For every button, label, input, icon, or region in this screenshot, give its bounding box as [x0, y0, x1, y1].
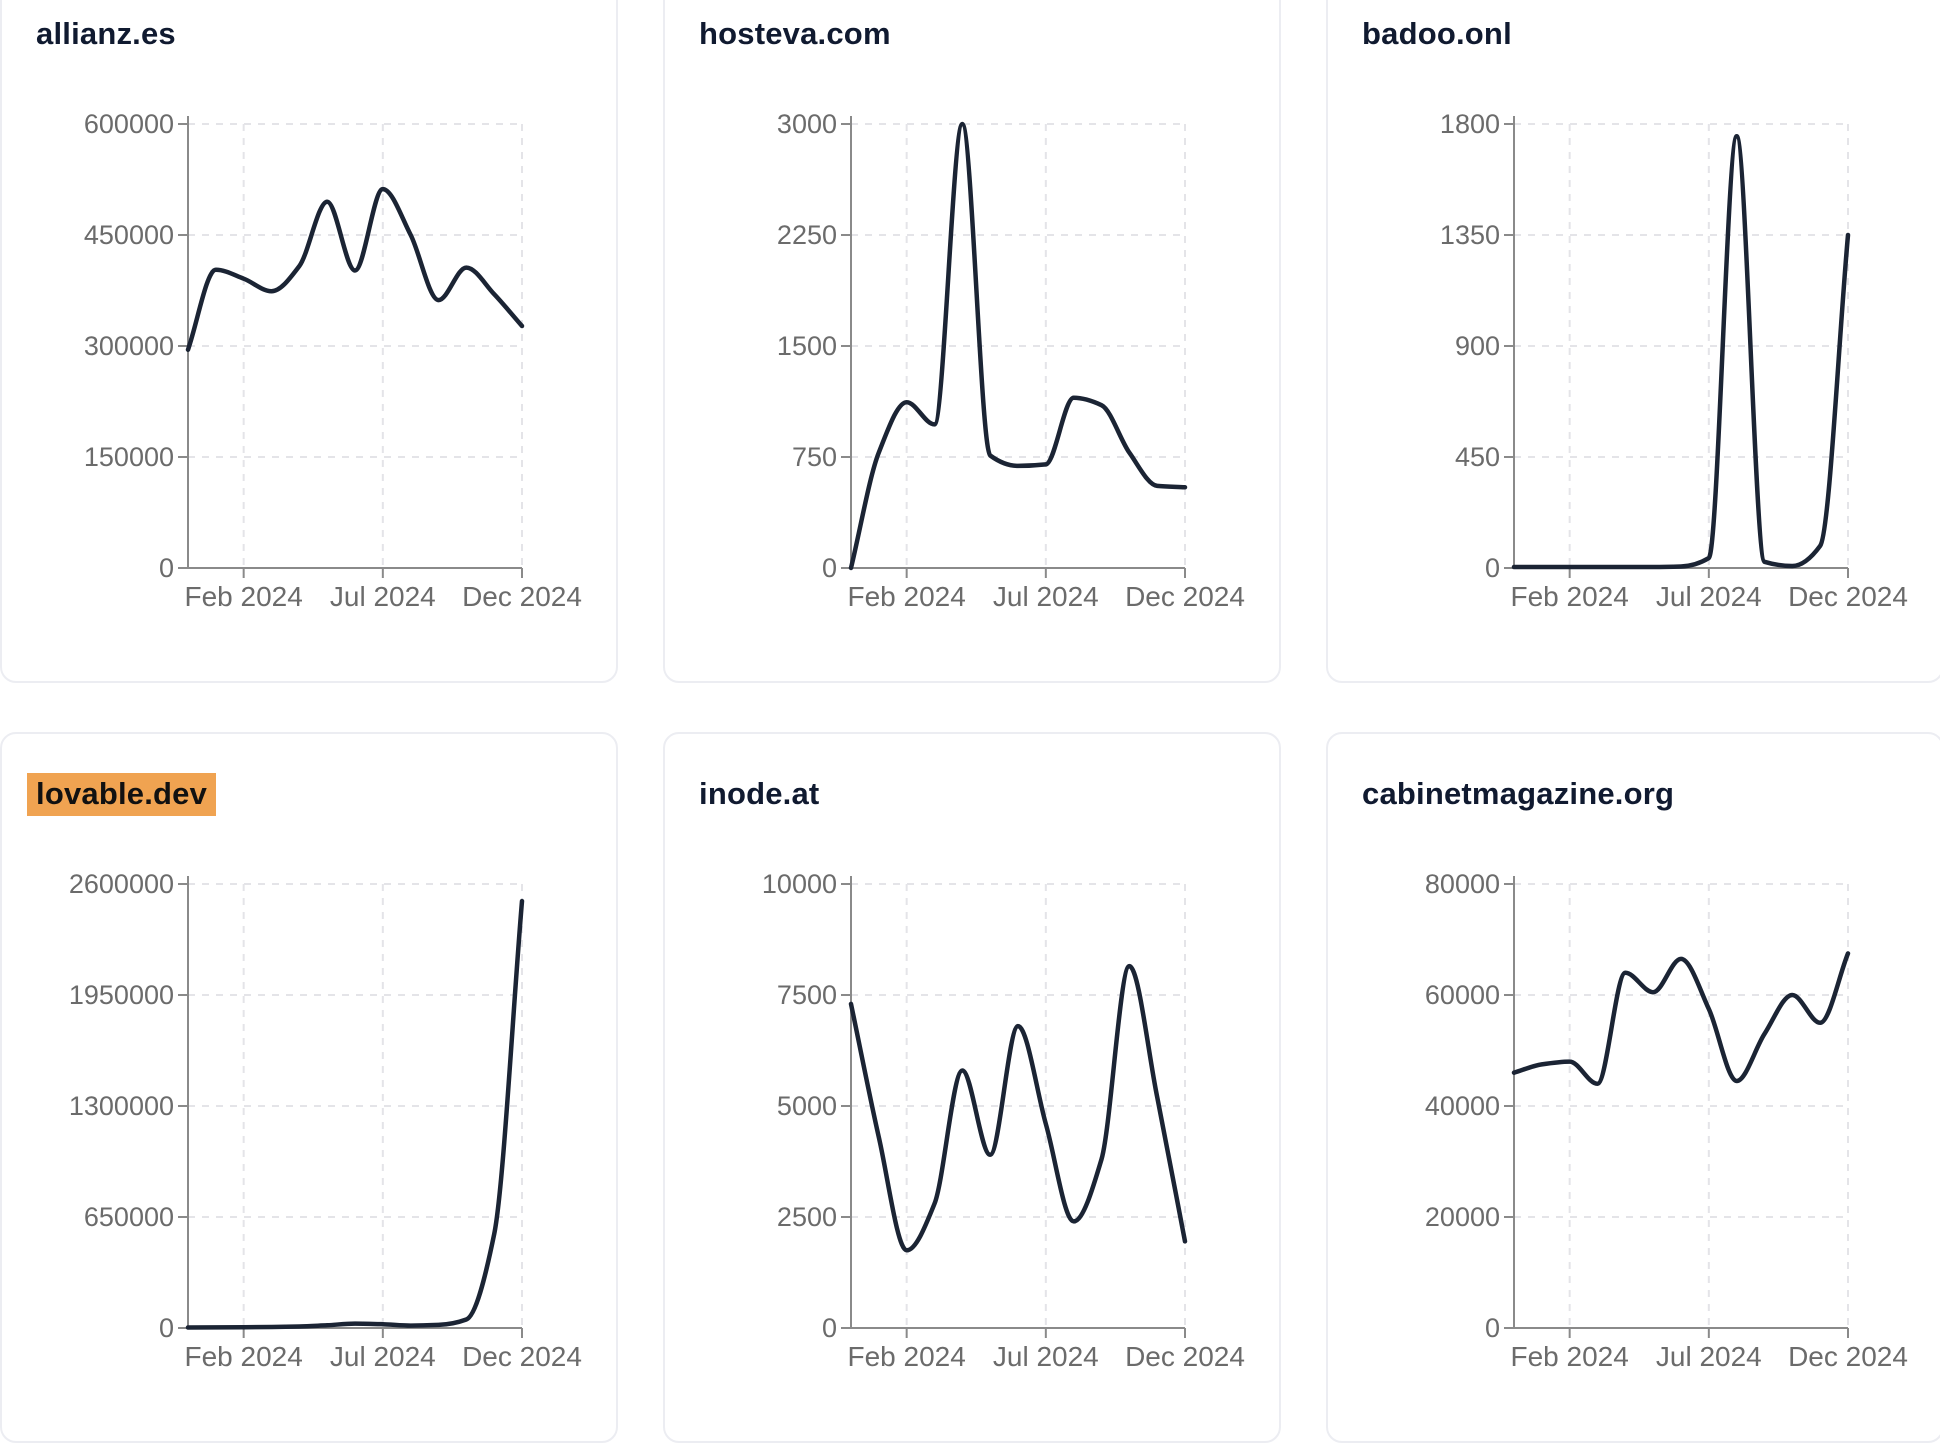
x-tick-label: Feb 2024 [1511, 1341, 1629, 1372]
chart-card[interactable]: badoo.onl 1800 1350 900 450 0 Feb 2024 Jul 202… [1326, 0, 1940, 683]
x-tick-label: Feb 2024 [1511, 581, 1629, 612]
y-tick-label: 1350 [1440, 220, 1500, 250]
trend-line [1511, 134, 1851, 570]
y-tick-label: 450000 [84, 220, 174, 250]
y-axis: 10000 7500 5000 2500 0 [762, 869, 852, 1343]
gridlines [851, 883, 1186, 1328]
line-chart: 1800 1350 900 450 0 Feb 2024 Jul 2024 Dec 2024 [1440, 109, 1908, 612]
y-tick-label: 10000 [762, 869, 837, 899]
y-tick-label: 600000 [84, 109, 174, 139]
chart-title: hosteva.com [699, 16, 891, 51]
y-tick-label: 0 [1485, 1313, 1500, 1343]
y-tick-label: 0 [1485, 553, 1500, 583]
y-tick-label: 750 [792, 442, 837, 472]
trend-line [185, 186, 525, 352]
y-axis: 1800 1350 900 450 0 [1440, 109, 1515, 583]
trend-line [185, 898, 525, 1330]
chart-card[interactable]: hosteva.com 3000 2250 1500 750 0 Feb 2024 Jul … [663, 0, 1281, 683]
y-tick-label: 0 [822, 1313, 837, 1343]
y-tick-label: 650000 [84, 1202, 174, 1232]
y-tick-label: 2500 [777, 1202, 837, 1232]
chart-title: badoo.onl [1362, 16, 1512, 51]
x-axis: Feb 2024 Jul 2024 Dec 2024 [1511, 567, 1908, 612]
x-tick-label: Dec 2024 [462, 581, 582, 612]
y-tick-label: 0 [822, 553, 837, 583]
y-tick-label: 1300000 [69, 1091, 174, 1121]
x-tick-label: Jul 2024 [1656, 1341, 1762, 1372]
chart-title: cabinetmagazine.org [1362, 776, 1675, 811]
gridlines [851, 123, 1186, 568]
y-tick-label: 80000 [1425, 869, 1500, 899]
y-tick-label: 300000 [84, 331, 174, 361]
y-tick-label: 20000 [1425, 1202, 1500, 1232]
x-axis: Feb 2024 Jul 2024 Dec 2024 [1511, 1327, 1908, 1372]
y-tick-label: 7500 [777, 980, 837, 1010]
y-tick-label: 1950000 [69, 980, 174, 1010]
y-tick-label: 0 [159, 1313, 174, 1343]
y-tick-label: 2600000 [69, 869, 174, 899]
x-tick-label: Feb 2024 [185, 581, 303, 612]
x-axis: Feb 2024 Jul 2024 Dec 2024 [185, 567, 582, 612]
x-tick-label: Feb 2024 [185, 1341, 303, 1372]
x-tick-label: Dec 2024 [1788, 581, 1908, 612]
gridlines [188, 123, 523, 568]
chart-title: lovable.dev [27, 773, 217, 816]
x-tick-label: Dec 2024 [462, 1341, 582, 1372]
y-tick-label: 40000 [1425, 1091, 1500, 1121]
x-tick-label: Jul 2024 [330, 581, 436, 612]
line-chart: 2600000 1950000 1300000 650000 0 Feb 2024 Jul … [69, 869, 582, 1372]
y-axis: 2600000 1950000 1300000 650000 0 [69, 869, 189, 1343]
gridlines [1514, 123, 1849, 568]
gridlines [188, 883, 523, 1328]
x-tick-label: Dec 2024 [1788, 1341, 1908, 1372]
y-tick-label: 2250 [777, 220, 837, 250]
x-tick-label: Jul 2024 [993, 1341, 1099, 1372]
trend-line [1511, 951, 1851, 1087]
y-tick-label: 1800 [1440, 109, 1500, 139]
x-axis: Feb 2024 Jul 2024 Dec 2024 [848, 1327, 1245, 1372]
trend-line [848, 963, 1188, 1253]
y-tick-label: 60000 [1425, 980, 1500, 1010]
chart-title: inode.at [699, 776, 820, 811]
chart-title: allianz.es [36, 16, 176, 51]
x-tick-label: Dec 2024 [1125, 581, 1245, 612]
y-axis: 3000 2250 1500 750 0 [777, 109, 852, 583]
y-tick-label: 3000 [777, 109, 837, 139]
y-tick-label: 150000 [84, 442, 174, 472]
x-axis: Feb 2024 Jul 2024 Dec 2024 [848, 567, 1245, 612]
y-tick-label: 0 [159, 553, 174, 583]
y-tick-label: 1500 [777, 331, 837, 361]
gridlines [1514, 883, 1849, 1328]
x-tick-label: Feb 2024 [848, 581, 966, 612]
x-tick-label: Feb 2024 [848, 1341, 966, 1372]
y-tick-label: 5000 [777, 1091, 837, 1121]
x-axis: Feb 2024 Jul 2024 Dec 2024 [185, 1327, 582, 1372]
y-axis: 80000 60000 40000 20000 0 [1425, 869, 1515, 1343]
line-chart: 3000 2250 1500 750 0 Feb 2024 Jul 2024 Dec 2024 [777, 109, 1245, 612]
chart-card[interactable]: cabinetmagazine.org 80000 60000 40000 20000… [1326, 732, 1940, 1443]
chart-card[interactable]: inode.at 10000 7500 5000 2500 0 Feb 2024 Jul 2… [663, 732, 1281, 1443]
line-chart: 600000 450000 300000 150000 0 Feb 2024 Jul 202… [84, 109, 582, 612]
x-tick-label: Dec 2024 [1125, 1341, 1245, 1372]
line-chart: 10000 7500 5000 2500 0 Feb 2024 Jul 2024 Dec 20… [762, 869, 1245, 1372]
y-tick-label: 450 [1455, 442, 1500, 472]
x-tick-label: Jul 2024 [330, 1341, 436, 1372]
y-axis: 600000 450000 300000 150000 0 [84, 109, 189, 583]
x-tick-label: Jul 2024 [993, 581, 1099, 612]
chart-card[interactable]: allianz.es 600000 450000 300000 150000 0 Feb … [0, 0, 618, 683]
line-chart: 80000 60000 40000 20000 0 Feb 2024 Jul 2024 Dec… [1425, 869, 1908, 1372]
x-tick-label: Jul 2024 [1656, 581, 1762, 612]
y-tick-label: 900 [1455, 331, 1500, 361]
highlighted-domain-label: lovable.dev [27, 773, 217, 816]
chart-card[interactable]: lovable.dev 2600000 1950000 1300000 650000 0… [0, 732, 618, 1443]
trend-line [848, 121, 1188, 571]
